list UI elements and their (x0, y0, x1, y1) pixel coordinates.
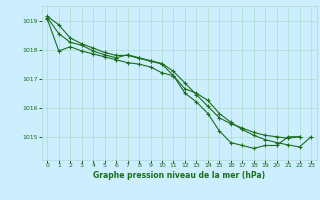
X-axis label: Graphe pression niveau de la mer (hPa): Graphe pression niveau de la mer (hPa) (93, 171, 265, 180)
